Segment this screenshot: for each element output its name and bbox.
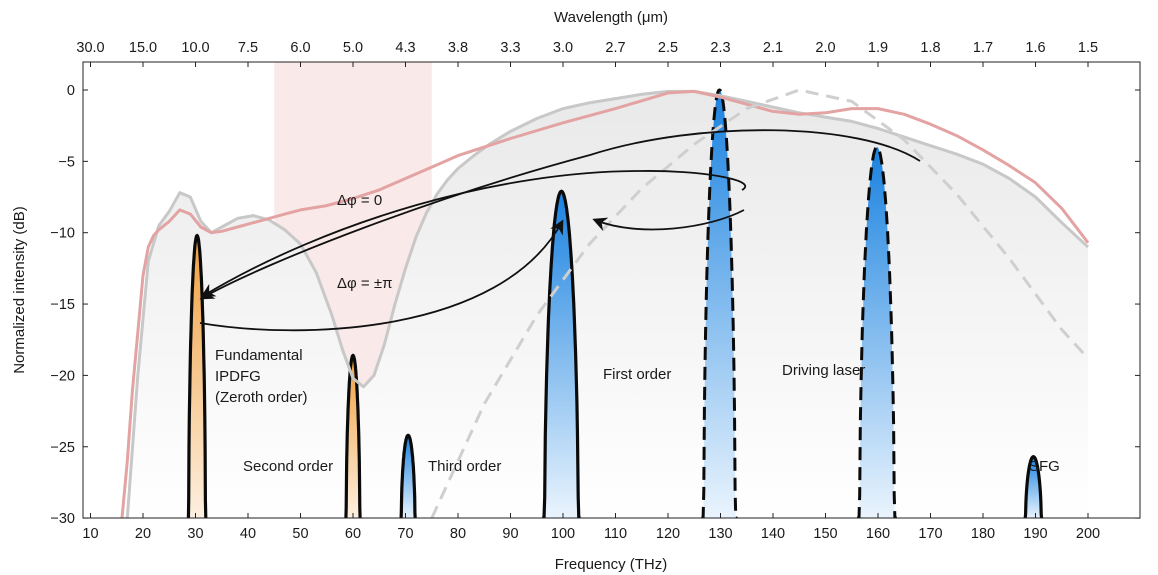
y-tick-label: −25 xyxy=(50,440,75,456)
x-tick-label: 70 xyxy=(397,526,413,542)
x-tick-label: 40 xyxy=(240,526,256,542)
peak-outline-3 xyxy=(542,189,581,518)
x-tick-label: 110 xyxy=(604,526,627,542)
top-tick-label: 10.0 xyxy=(181,40,209,56)
x-tick-label: 140 xyxy=(761,526,785,542)
label-phase-pi: Δφ = ±π xyxy=(337,275,392,292)
x-tick-label: 20 xyxy=(135,526,151,542)
x-tick-label: 50 xyxy=(292,526,308,542)
top-tick-label: 2.5 xyxy=(658,40,678,56)
x-tick-label: 90 xyxy=(502,526,518,542)
top-tick-label: 7.5 xyxy=(238,40,258,56)
arrow-zero-order-path xyxy=(199,129,921,300)
plot-area xyxy=(120,62,1090,518)
top-tick-label: 5.0 xyxy=(343,40,363,56)
x-tick-label: 190 xyxy=(1023,526,1047,542)
plot-frame xyxy=(82,61,1141,519)
y-axis-title: Normalized intensity (dB) xyxy=(11,206,28,374)
axes: 10 20 30 40 50 60 70 80 90 100 110 120 130 140 150 160 1… xyxy=(50,40,1140,542)
x-tick-label: 100 xyxy=(551,526,575,542)
y-tick-label: −20 xyxy=(50,368,75,384)
top-tick-label: 4.3 xyxy=(395,40,415,56)
x-axis-title: Frequency (THz) xyxy=(555,556,668,573)
y-tick-label: 0 xyxy=(67,83,75,99)
top-tick-label: 1.7 xyxy=(973,40,993,56)
top-tick-label: 3.3 xyxy=(500,40,520,56)
top-tick-label: 3.8 xyxy=(448,40,468,56)
peak-fill-3 xyxy=(544,191,579,518)
top-tick-label: 30.0 xyxy=(76,40,104,56)
broadband-fill xyxy=(127,91,1088,518)
x-tick-label: 30 xyxy=(187,526,203,542)
label-fundamental-2: IPDFG xyxy=(215,368,261,385)
top-tick-label: 2.1 xyxy=(763,40,783,56)
phase-arrows xyxy=(199,129,921,332)
top-tick-label: 1.9 xyxy=(868,40,888,56)
x-tick-label: 150 xyxy=(813,526,837,542)
y-tick-label: −15 xyxy=(50,297,75,313)
x-tick-label: 60 xyxy=(345,526,361,542)
peak-outline-1 xyxy=(344,353,362,518)
label-fundamental-1: Fundamental xyxy=(215,347,303,364)
top-axis-title: Wavelength (μm) xyxy=(554,9,668,26)
top-tick-label: 2.0 xyxy=(815,40,835,56)
peak-fill-4 xyxy=(703,90,736,518)
annotations: Δφ = 0 Δφ = ±π Fundamental IPDFG (Zeroth… xyxy=(215,192,1060,475)
top-tick-label: 1.5 xyxy=(1078,40,1098,56)
spectrum-line-pink-solid xyxy=(120,89,1090,518)
peak-outline-6 xyxy=(1023,455,1044,518)
top-tick-label: 1.6 xyxy=(1025,40,1045,56)
x-tick-label: 120 xyxy=(656,526,680,542)
label-sfg: SFG xyxy=(1029,458,1060,475)
y-tick-label: −10 xyxy=(50,226,75,242)
spectrum-line-gray-dashed xyxy=(430,88,1090,518)
x-tick-label: 10 xyxy=(82,526,98,542)
top-tick-label: 2.3 xyxy=(710,40,730,56)
label-first-order: First order xyxy=(603,366,671,383)
arrow-pi-order-path xyxy=(200,170,746,298)
y-tick-label: −30 xyxy=(50,511,75,527)
top-tick-label: 1.8 xyxy=(920,40,940,56)
peak-outline-5 xyxy=(857,145,897,518)
top-tick-label: 2.7 xyxy=(605,40,625,56)
top-tick-label: 3.0 xyxy=(553,40,573,56)
peak-outline-0 xyxy=(186,233,208,518)
y-tick-label: −5 xyxy=(58,154,75,170)
x-tick-label: 200 xyxy=(1076,526,1100,542)
label-fundamental-3: (Zeroth order) xyxy=(215,389,308,406)
top-tick-label: 15.0 xyxy=(129,40,157,56)
label-phase-zero: Δφ = 0 xyxy=(337,192,382,209)
x-tick-label: 160 xyxy=(866,526,890,542)
x-tick-label: 170 xyxy=(918,526,942,542)
x-tick-label: 80 xyxy=(450,526,466,542)
arrow-fundamental-to-first-path xyxy=(199,219,564,332)
peak-fill-5 xyxy=(859,147,895,518)
peak-outline-2 xyxy=(399,433,417,518)
label-second-order: Second order xyxy=(243,458,333,475)
label-third-order: Third order xyxy=(428,458,501,475)
top-tick-label: 6.0 xyxy=(290,40,310,56)
arrow-driving-to-first-path xyxy=(592,209,745,231)
x-tick-label: 130 xyxy=(708,526,732,542)
label-driving-laser: Driving laser xyxy=(782,362,865,379)
peak-outline-4 xyxy=(701,88,738,518)
x-tick-label: 180 xyxy=(971,526,995,542)
peaks xyxy=(186,88,1044,518)
spectrum-line-gray-solid xyxy=(125,89,1090,518)
